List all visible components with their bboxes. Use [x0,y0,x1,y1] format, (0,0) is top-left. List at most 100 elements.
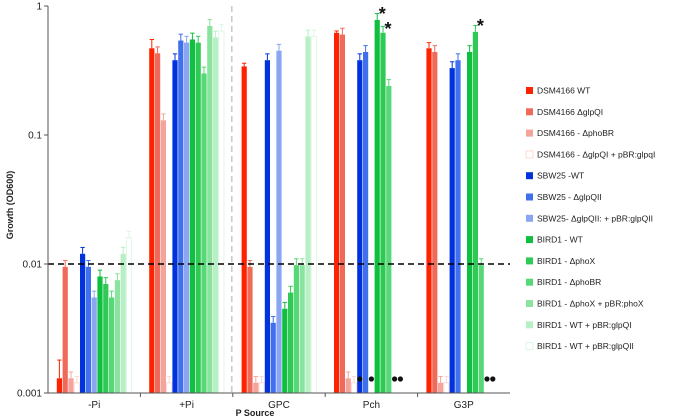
bar-2-3 [345,378,351,393]
bar-3-0 [73,382,80,394]
x-tick-label-4: G3P [454,400,474,411]
bar-12-2 [310,36,317,394]
bar-1-3 [339,34,345,393]
no-growth-dot-1 [368,376,374,382]
legend-label-2: DSM4166 - ΔphoBR [537,128,614,138]
bar-5-2 [270,322,276,393]
legend-label-7: BIRD1 - WT [537,235,583,245]
bar-7-4 [467,51,473,394]
y-tick-label-1: 0.01 [23,260,43,271]
legend-swatch-11 [526,321,533,329]
bar-3-4 [443,382,450,394]
bar-9-0 [109,297,115,393]
y-tick-label-0: 0.001 [17,389,42,400]
bar-9-1 [201,73,207,393]
bar-2-4 [438,382,444,393]
bar-1-0 [62,266,68,393]
x-tick-label-3: Pch [363,400,380,411]
legend-label-9: BIRD1 - ΔphoBR [537,277,601,287]
legend-label-4: SBW25 -WT [537,171,584,181]
legend-label-12: BIRD1 - WT + pBR:glpQII [537,341,634,351]
y-axis-title: Growth (OD600) [5,171,15,240]
legend-swatch-8 [526,257,533,265]
legend-label-5: SBW25 - ΔglpQII [537,192,602,202]
legend: DSM4166 WT DSM4166 ΔglpQI DSM4166 - ΔphoBR… [525,86,655,351]
bar-9-3 [386,85,392,393]
x-axis-title: P Source [236,408,275,418]
bar-4-1 [172,60,178,393]
y-tick-label-3: 1 [36,2,42,13]
bar-6-2 [276,50,282,393]
bar-11-0 [120,253,126,393]
no-growth-dot-2 [392,376,398,382]
no-growth-dot-0 [357,376,363,382]
legend-swatch-10 [526,300,533,307]
bar-11-1 [213,37,219,394]
no-growth-dot-4 [484,376,490,382]
bar-0-4 [426,48,432,393]
y-tick-label-2: 0.1 [28,131,42,142]
legend-swatch-7 [526,236,533,244]
bar-3-2 [258,382,265,394]
bar-7-1 [189,39,195,393]
legend-label-1: DSM4166 ΔglpQI [537,107,603,117]
legend-swatch-0 [526,87,533,94]
bar-2-1 [160,120,166,394]
legend-swatch-12 [525,342,534,351]
bar-3-3 [350,382,358,394]
legend-label-6: SBW25- ΔglpQII: + pBR:glpQII [537,213,653,223]
legend-swatch-1 [526,108,533,116]
bar-12-0 [125,237,133,394]
legend-swatch-6 [526,214,533,222]
bar-9-4 [478,265,484,393]
bar-5-0 [85,266,91,393]
bar-8-2 [288,292,294,393]
bar-12-1 [218,30,225,394]
bar-4-4 [449,68,455,394]
bar-7-2 [282,308,288,393]
bar-8-3 [380,32,386,394]
bar-0-1 [149,48,155,393]
legend-swatch-5 [526,193,533,201]
bar-4-3 [357,60,363,393]
bar-0-0 [56,378,62,393]
legend-label-3: DSM4166 - ΔglpQI + pBR:glpqI [537,149,655,159]
bar-2-2 [253,382,259,393]
legend-swatch-4 [526,172,533,180]
bar-8-1 [195,42,201,394]
bar-2-0 [68,378,74,393]
bar-0-3 [334,32,340,394]
x-tick-label-2: GPC [268,400,290,411]
bar-0-2 [241,66,247,394]
bar-1-4 [432,51,438,394]
bar-7-0 [97,276,103,393]
bar-4-0 [80,253,86,393]
legend-label-10: BIRD1 - ΔphoX + pBR:phoX [537,299,644,309]
bar-10-2 [299,265,305,393]
axes: 0.001 0.01 0.1 1 -Pi +Pi GPC Pch G3P [17,2,510,411]
bar-3-1 [166,382,173,394]
legend-swatch-9 [526,278,533,286]
bar-11-2 [305,36,311,393]
x-tick-label-1: +Pi [179,400,194,411]
bar-5-1 [178,40,184,393]
legend-swatch-2 [526,129,533,137]
no-growth-dot-5 [490,376,496,382]
bar-6-1 [184,42,190,394]
bar-6-0 [91,297,97,393]
bar-8-4 [472,31,478,393]
bar-group: ** * [48,4,510,394]
legend-label-8: BIRD1 - ΔphoX [537,256,595,266]
bar-9-2 [293,265,299,393]
bar-1-2 [247,266,253,393]
bar-10-0 [114,280,120,393]
bar-5-3 [363,51,369,394]
bar-10-1 [207,25,213,393]
legend-label-11: BIRD1 - WT + pBR:glpQI [537,320,632,330]
legend-label-0: DSM4166 WT [537,86,590,96]
bar-8-0 [103,283,109,393]
no-growth-dot-3 [397,376,403,382]
bar-1-1 [155,53,161,394]
bar-4-2 [264,60,270,393]
significance-star-1: * [384,19,391,39]
